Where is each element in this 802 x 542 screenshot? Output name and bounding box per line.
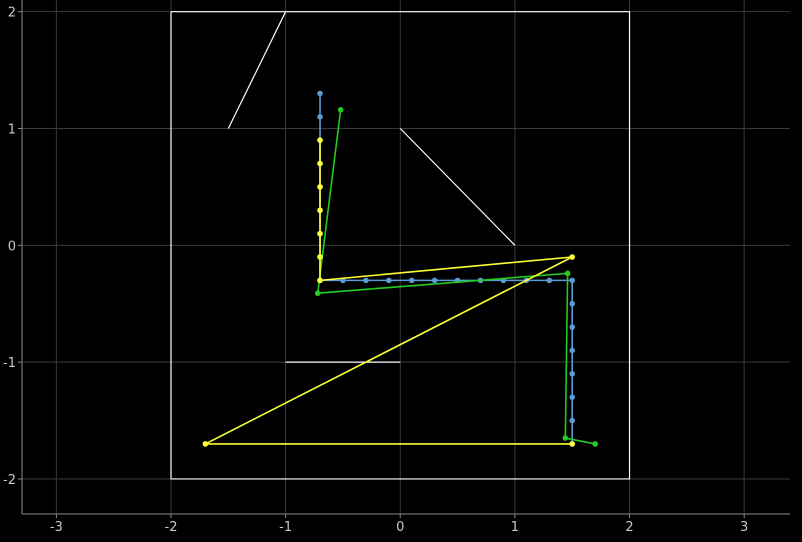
series-point xyxy=(317,90,323,97)
series-point xyxy=(569,347,576,354)
x-tick-label: 3 xyxy=(740,520,748,535)
series-point xyxy=(363,277,369,284)
y-tick-label: 2 xyxy=(8,6,16,21)
series-point xyxy=(569,441,576,447)
series-point xyxy=(317,160,323,167)
series-point xyxy=(386,277,392,284)
series-point xyxy=(314,290,321,297)
series-point xyxy=(202,441,209,447)
series-point xyxy=(562,435,569,441)
series-point xyxy=(317,184,323,190)
x-tick-label: 2 xyxy=(625,520,633,535)
series-point xyxy=(569,371,576,377)
x-tick-label: -3 xyxy=(50,520,63,535)
series-1 xyxy=(314,107,598,447)
x-tick-label: 1 xyxy=(511,520,519,535)
series-point xyxy=(569,277,576,284)
series-point xyxy=(546,277,553,284)
x-tick-label: -2 xyxy=(165,520,178,535)
series-point xyxy=(317,137,323,143)
series-line xyxy=(205,140,573,445)
series-point xyxy=(569,324,576,330)
series-point xyxy=(592,441,598,447)
y-tick-label: -2 xyxy=(3,473,16,488)
series-point xyxy=(569,254,576,260)
series-point xyxy=(408,277,415,284)
series-point xyxy=(569,394,576,400)
series-group xyxy=(202,90,598,447)
x-tick-label: -1 xyxy=(279,520,292,535)
series-2 xyxy=(202,137,576,447)
y-tick-label: 0 xyxy=(8,239,16,254)
series-point xyxy=(317,207,323,214)
axes xyxy=(18,0,790,518)
reference-segment xyxy=(227,11,287,129)
series-point xyxy=(317,114,323,120)
tick-labels: -3 -2 -1 0 1 2 3 2 1 0 -1 -2 xyxy=(3,6,748,535)
series-point xyxy=(317,230,323,237)
x-tick-label: 0 xyxy=(396,520,404,535)
series-point xyxy=(431,277,438,284)
series-point xyxy=(317,277,323,284)
series-point xyxy=(569,300,576,307)
series-point xyxy=(337,107,344,113)
reference-shapes xyxy=(170,11,631,480)
y-tick-label: -1 xyxy=(3,356,16,371)
series-point xyxy=(569,417,576,424)
boundary-box xyxy=(170,11,631,480)
series-point xyxy=(564,270,571,277)
y-tick-label: 1 xyxy=(8,123,16,138)
reference-segment xyxy=(399,128,516,246)
series-point xyxy=(317,254,323,260)
